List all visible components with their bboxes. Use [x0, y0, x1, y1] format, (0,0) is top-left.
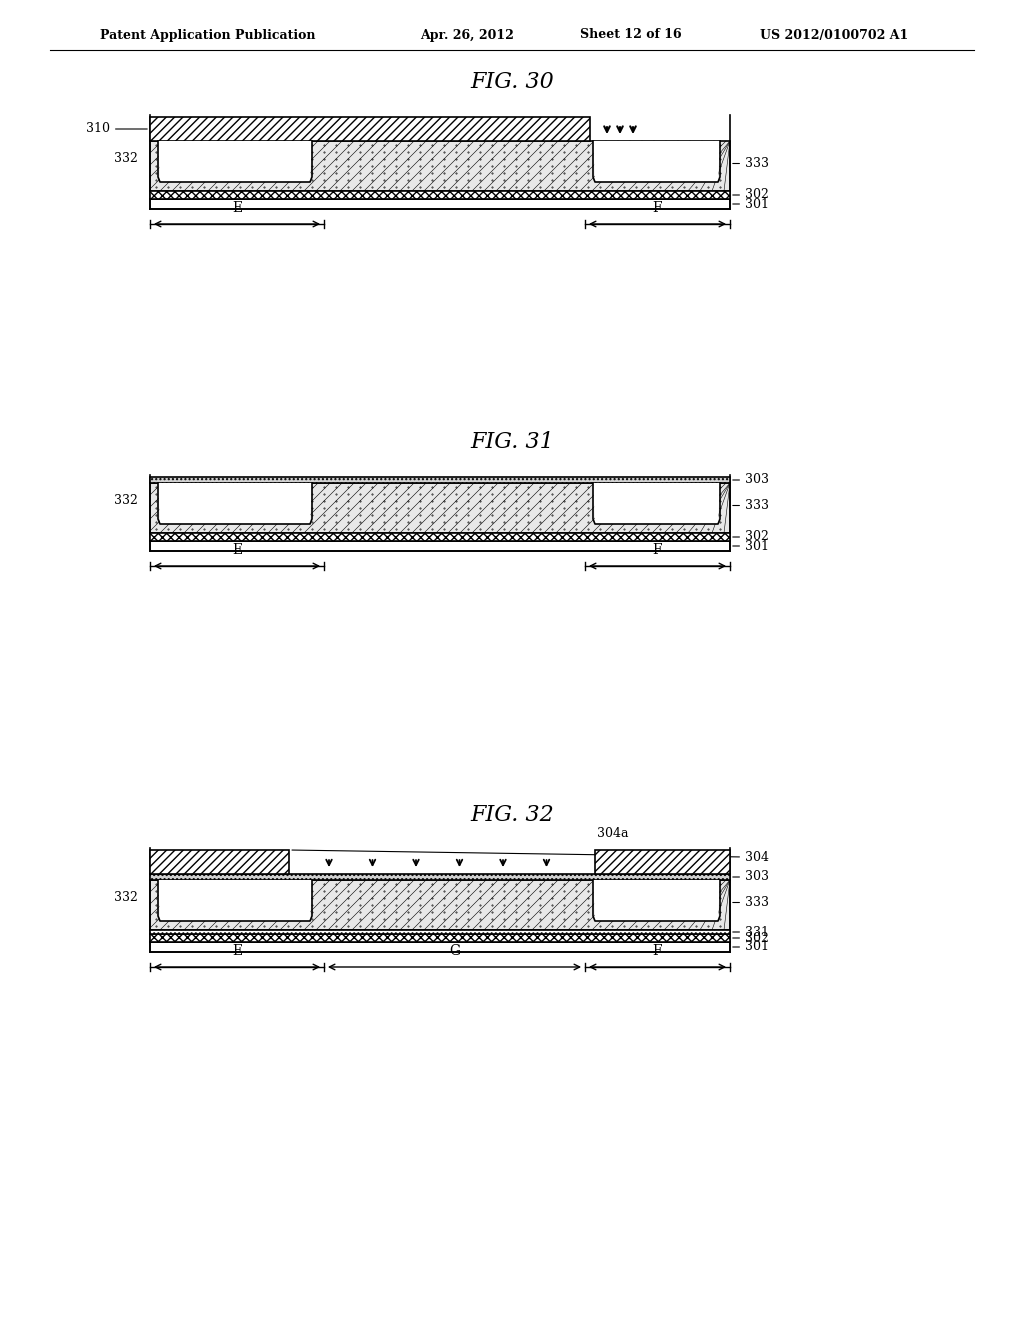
- Text: FIG. 31: FIG. 31: [470, 432, 554, 453]
- Text: 302: 302: [733, 531, 769, 544]
- Bar: [150, 117, 590, 141]
- Text: G: G: [449, 944, 460, 958]
- Polygon shape: [158, 141, 312, 182]
- Text: 333: 333: [733, 896, 769, 909]
- Text: 302: 302: [733, 932, 769, 945]
- Polygon shape: [593, 483, 720, 524]
- Text: Apr. 26, 2012: Apr. 26, 2012: [420, 29, 514, 41]
- Text: 302: 302: [733, 189, 769, 202]
- Text: US 2012/0100702 A1: US 2012/0100702 A1: [760, 29, 908, 41]
- Text: Patent Application Publication: Patent Application Publication: [100, 29, 315, 41]
- Polygon shape: [158, 880, 312, 921]
- Text: F: F: [652, 543, 663, 557]
- Bar: [150, 874, 730, 880]
- Bar: [150, 477, 730, 483]
- Text: 301: 301: [733, 198, 769, 210]
- Polygon shape: [158, 483, 312, 524]
- Text: 303: 303: [733, 870, 769, 883]
- Bar: [150, 850, 289, 874]
- Text: F: F: [652, 201, 663, 215]
- Text: E: E: [232, 944, 242, 958]
- Bar: [150, 880, 730, 931]
- Polygon shape: [593, 880, 720, 921]
- Text: Sheet 12 of 16: Sheet 12 of 16: [580, 29, 682, 41]
- Bar: [150, 931, 730, 935]
- Text: 332: 332: [114, 494, 138, 507]
- Text: 333: 333: [733, 157, 769, 170]
- Bar: [595, 850, 730, 874]
- Text: E: E: [232, 543, 242, 557]
- Text: 304: 304: [292, 850, 769, 863]
- Text: FIG. 30: FIG. 30: [470, 71, 554, 92]
- Bar: [150, 191, 730, 199]
- Text: 332: 332: [114, 891, 138, 904]
- Text: E: E: [232, 201, 242, 215]
- Text: 332: 332: [114, 152, 138, 165]
- Polygon shape: [593, 141, 720, 182]
- Bar: [150, 141, 730, 191]
- Bar: [150, 483, 730, 533]
- Text: F: F: [652, 944, 663, 958]
- Text: 304a: 304a: [597, 828, 629, 840]
- Bar: [150, 935, 730, 942]
- Text: 331: 331: [733, 925, 769, 939]
- Text: 301: 301: [733, 540, 769, 553]
- Text: 333: 333: [733, 499, 769, 512]
- Bar: [150, 533, 730, 541]
- Text: 301: 301: [733, 940, 769, 953]
- Bar: [150, 199, 730, 209]
- Text: FIG. 32: FIG. 32: [470, 804, 554, 826]
- Text: 303: 303: [733, 474, 769, 487]
- Bar: [150, 942, 730, 952]
- Bar: [150, 541, 730, 550]
- Text: 310: 310: [86, 123, 147, 136]
